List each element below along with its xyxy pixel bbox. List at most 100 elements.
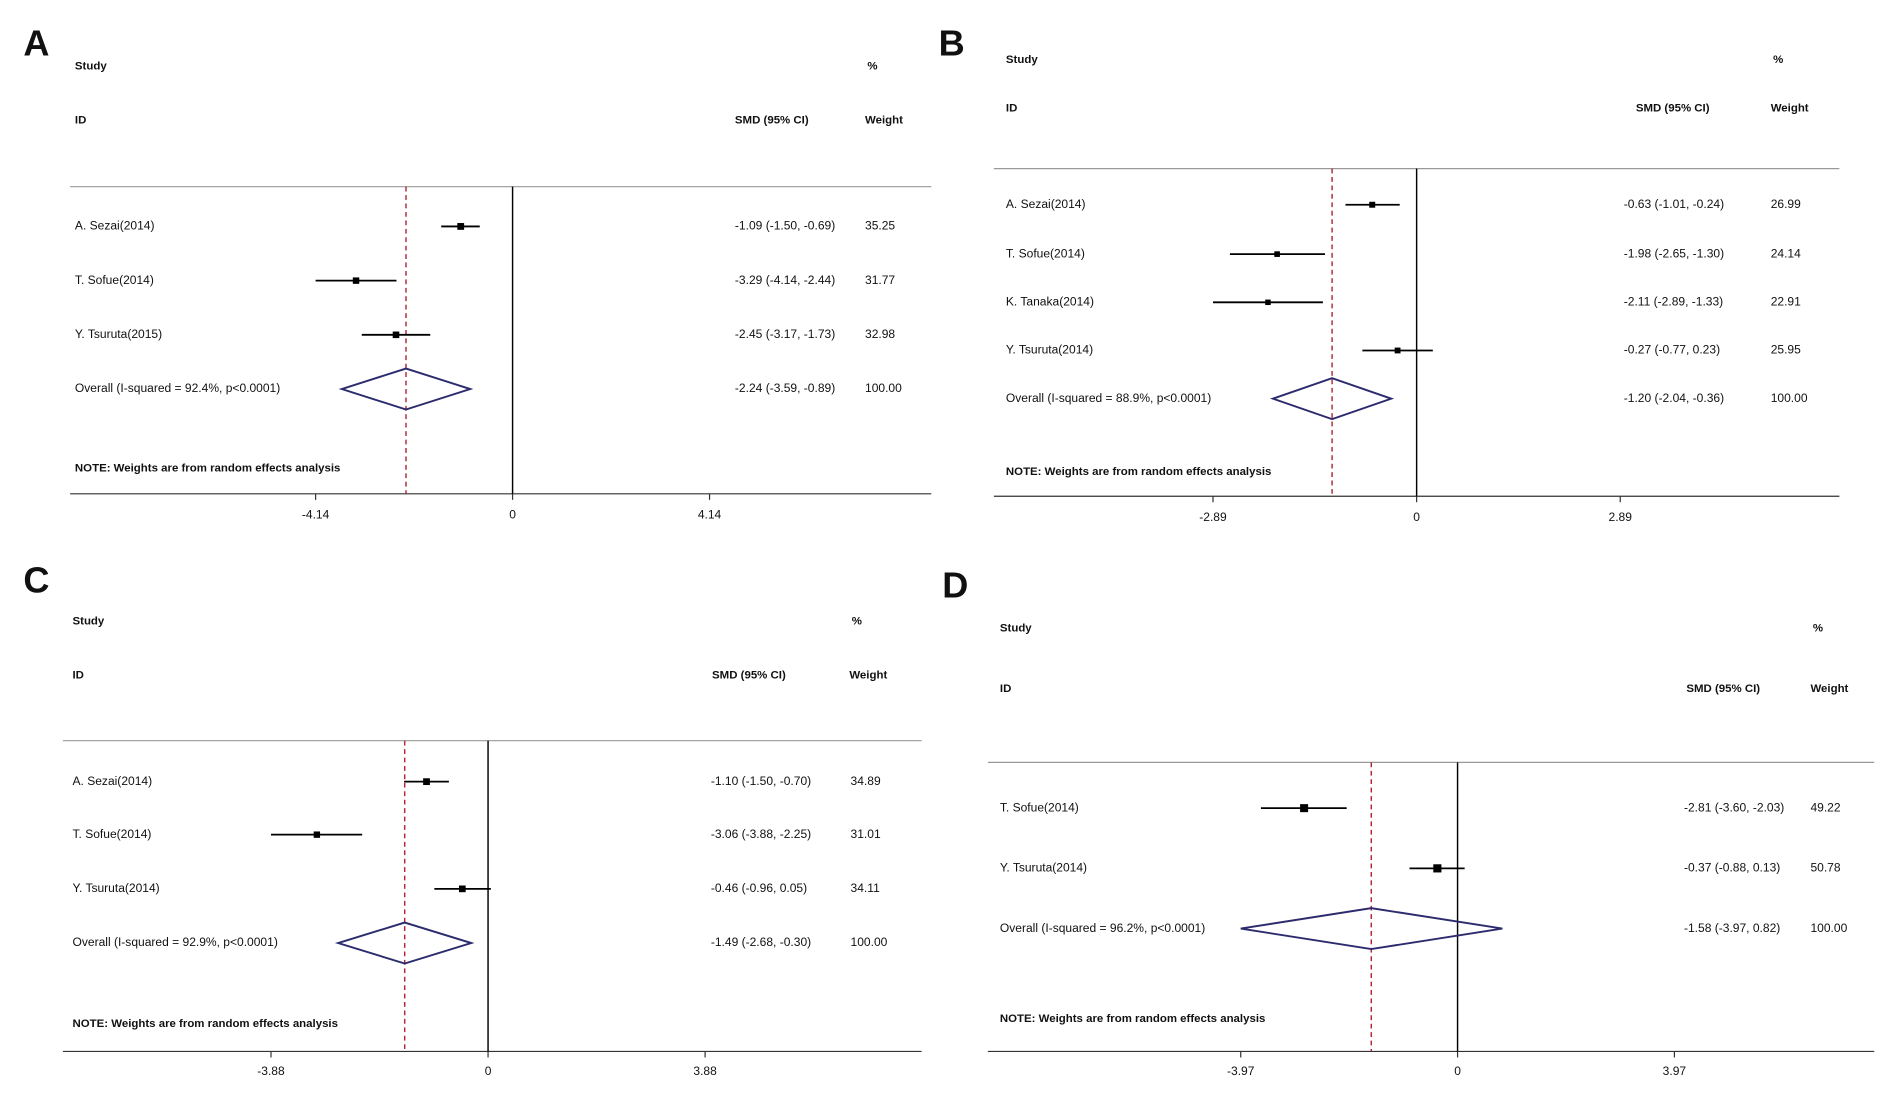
ci-label: -3.29 (-4.14, -2.44) <box>735 273 835 287</box>
effect-header: SMD (95% CI) <box>712 670 786 682</box>
study-name: A. Sezai(2014) <box>75 219 155 233</box>
study-header: Study <box>1000 623 1032 635</box>
ci-label: -1.98 (-2.65, -1.30) <box>1624 246 1724 260</box>
weight-label: 31.77 <box>865 273 895 287</box>
study-name: Y. Tsuruta(2014) <box>1006 343 1093 357</box>
point-estimate <box>313 831 321 838</box>
overall-diamond <box>338 367 474 411</box>
weight-label: 26.99 <box>1771 197 1801 211</box>
study-name: A. Sezai(2014) <box>1006 197 1086 211</box>
note: NOTE: Weights are from random effects an… <box>73 1018 338 1030</box>
point-estimate <box>392 331 400 339</box>
point-estimate <box>1300 804 1309 813</box>
overall-weight-label: 100.00 <box>1810 921 1847 935</box>
overall-label: Overall (I-squared = 96.2%, p<0.0001) <box>1000 921 1205 935</box>
overall-label: Overall (I-squared = 88.9%, p<0.0001) <box>1006 391 1211 405</box>
effect-header: SMD (95% CI) <box>1686 683 1760 695</box>
x-tick-label: 0 <box>1413 510 1420 524</box>
weight-label: 24.14 <box>1771 246 1801 260</box>
overall-label: Overall (I-squared = 92.4%, p<0.0001) <box>75 381 280 395</box>
weight-label: 35.25 <box>865 219 895 233</box>
point-estimate <box>1433 864 1442 873</box>
ci-label: -0.37 (-0.88, 0.13) <box>1684 861 1780 875</box>
x-tick-label: -3.97 <box>1227 1064 1255 1078</box>
pct-header: % <box>867 60 877 72</box>
id-header: ID <box>1000 683 1011 695</box>
study-name: T. Sofue(2014) <box>75 273 154 287</box>
study-name: T. Sofue(2014) <box>73 827 152 841</box>
point-estimate <box>352 277 360 284</box>
study-header: Study <box>75 60 107 72</box>
x-tick-label: 4.14 <box>698 508 722 522</box>
study-header: Study <box>1006 54 1038 66</box>
weight-header: Weight <box>849 670 887 682</box>
overall-diamond <box>1240 907 1503 951</box>
study-name: T. Sofue(2014) <box>1000 800 1079 814</box>
x-tick-label: 2.89 <box>1609 510 1633 524</box>
pct-header: % <box>852 615 862 627</box>
x-tick-label: 3.97 <box>1663 1064 1687 1078</box>
ci-label: -0.27 (-0.77, 0.23) <box>1624 343 1720 357</box>
study-name: A. Sezai(2014) <box>73 774 153 788</box>
ci-label: -0.63 (-1.01, -0.24) <box>1624 197 1724 211</box>
weight-label: 34.11 <box>851 881 881 895</box>
point-estimate <box>1274 251 1280 257</box>
x-tick-label: 0 <box>1454 1064 1461 1078</box>
weight-label: 34.89 <box>851 774 881 788</box>
study-header: Study <box>73 615 105 627</box>
ci-label: -2.11 (-2.89, -1.33) <box>1624 294 1723 308</box>
weight-header: Weight <box>1771 102 1809 114</box>
overall-ci-label: -2.24 (-3.59, -0.89) <box>735 381 835 395</box>
study-name: Y. Tsuruta(2014) <box>1000 861 1087 875</box>
id-header: ID <box>73 670 84 682</box>
x-tick-label: 0 <box>485 1064 492 1078</box>
id-header: ID <box>1006 102 1017 114</box>
study-name: K. Tanaka(2014) <box>1006 294 1094 308</box>
ci-label: -3.06 (-3.88, -2.25) <box>711 827 811 841</box>
x-tick-label: 0 <box>509 508 516 522</box>
point-estimate <box>458 885 466 893</box>
point-estimate <box>457 223 465 230</box>
ci-label: -2.45 (-3.17, -1.73) <box>735 327 835 341</box>
study-name: Y. Tsuruta(2014) <box>73 881 160 895</box>
overall-ci-label: -1.58 (-3.97, 0.82) <box>1684 921 1780 935</box>
weight-header: Weight <box>1810 683 1848 695</box>
panel-letter: D <box>942 564 968 605</box>
panel-letter: C <box>23 559 49 600</box>
overall-weight-label: 100.00 <box>865 381 902 395</box>
weight-label: 49.22 <box>1810 800 1840 814</box>
pct-header: % <box>1773 54 1783 66</box>
weight-label: 22.91 <box>1771 294 1801 308</box>
note: NOTE: Weights are from random effects an… <box>75 463 340 475</box>
weight-label: 32.98 <box>865 327 895 341</box>
overall-label: Overall (I-squared = 92.9%, p<0.0001) <box>73 935 278 949</box>
point-estimate <box>423 778 430 786</box>
pct-header: % <box>1813 623 1823 635</box>
note: NOTE: Weights are from random effects an… <box>1006 466 1271 478</box>
id-header: ID <box>75 114 86 126</box>
overall-diamond <box>334 921 475 965</box>
effect-header: SMD (95% CI) <box>1636 102 1710 114</box>
panel-letter: A <box>23 22 49 63</box>
ci-label: -2.81 (-3.60, -2.03) <box>1684 800 1784 814</box>
point-estimate <box>1369 201 1376 208</box>
x-tick-label: 3.88 <box>693 1064 717 1078</box>
point-estimate <box>1265 299 1271 306</box>
panel-letter: B <box>939 22 965 63</box>
ci-label: -1.10 (-1.50, -0.70) <box>711 774 811 788</box>
weight-label: 31.01 <box>851 827 881 841</box>
overall-weight-label: 100.00 <box>1771 391 1808 405</box>
x-tick-label: -2.89 <box>1199 510 1227 524</box>
weight-label: 25.95 <box>1771 343 1801 357</box>
note: NOTE: Weights are from random effects an… <box>1000 1013 1265 1025</box>
overall-ci-label: -1.49 (-2.68, -0.30) <box>711 935 811 949</box>
overall-diamond <box>1269 377 1395 421</box>
study-name: Y. Tsuruta(2015) <box>75 327 162 341</box>
x-tick-label: -3.88 <box>257 1064 285 1078</box>
overall-weight-label: 100.00 <box>851 935 888 949</box>
ci-label: -0.46 (-0.96, 0.05) <box>711 881 807 895</box>
x-tick-label: -4.14 <box>302 508 330 522</box>
overall-ci-label: -1.20 (-2.04, -0.36) <box>1624 391 1724 405</box>
